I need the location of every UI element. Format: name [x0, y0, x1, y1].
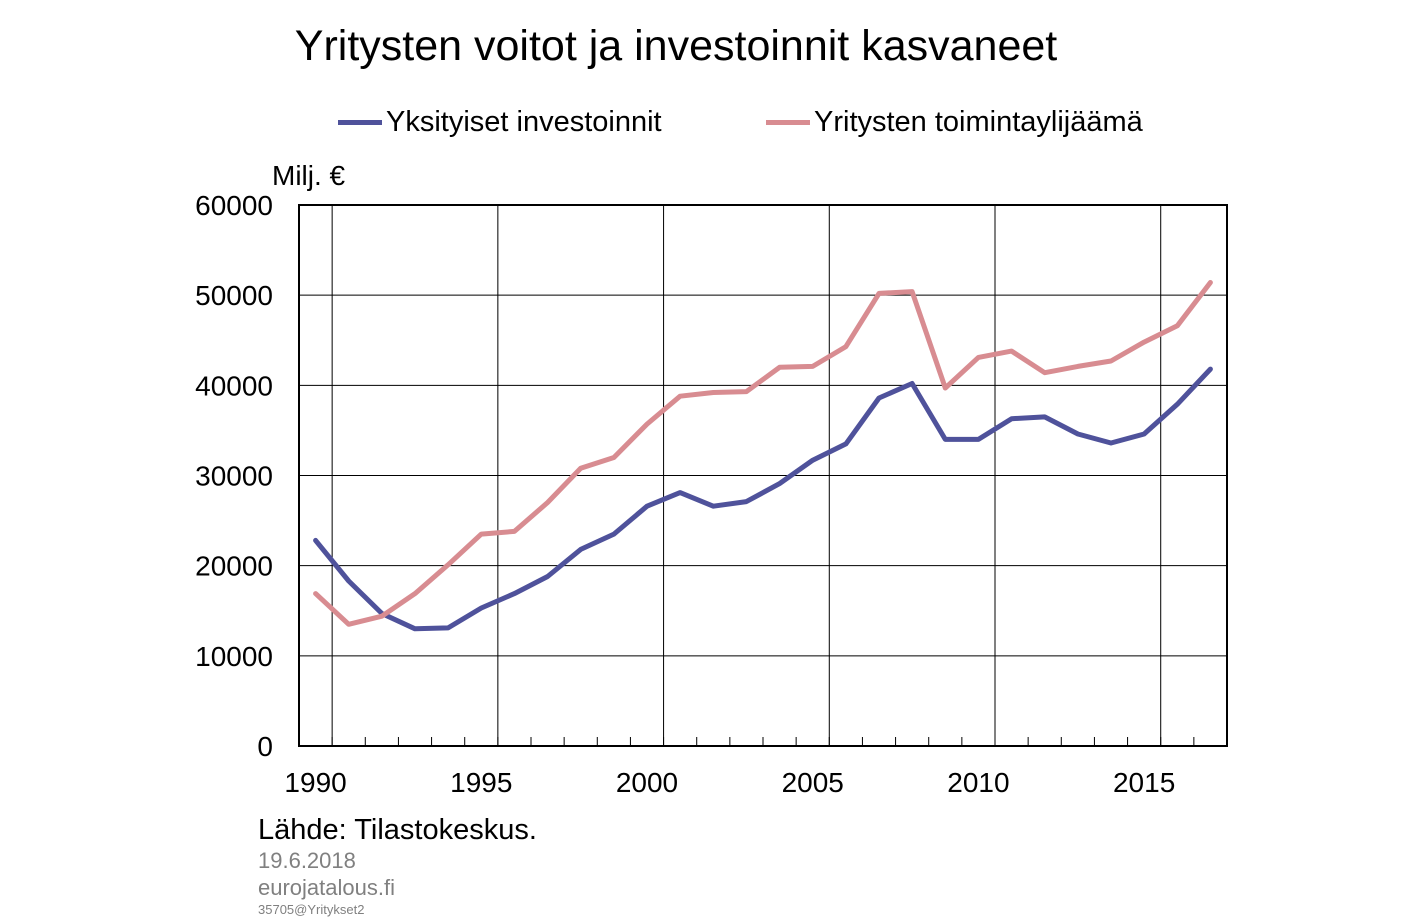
series-line-investments [313, 366, 1213, 632]
source-note: Lähde: Tilastokeskus. [258, 814, 537, 846]
legend-swatch-investments [338, 119, 382, 125]
x-tick-label: 2005 [782, 767, 844, 798]
series-line-operating-surplus [313, 280, 1213, 627]
legend-item-investments: Yksityiset investoinnit [338, 104, 662, 140]
y-axis-unit-label: Milj. € [272, 160, 346, 191]
plot-frame [298, 204, 1228, 747]
legend-swatch-operating-surplus [766, 119, 810, 125]
y-tick-label: 40000 [195, 370, 273, 401]
x-tick-label: 2010 [947, 767, 1009, 798]
y-tick-label: 10000 [195, 641, 273, 672]
legend-label-investments: Yksityiset investoinnit [386, 105, 662, 138]
publish-date: 19.6.2018 [258, 848, 356, 873]
site-name: eurojatalous.fi [258, 875, 395, 900]
chart-code: 35705@Yritykset2 [258, 902, 365, 917]
y-tick-label: 50000 [195, 280, 273, 311]
chart-title: Yritysten voitot ja investoinnit kasvane… [294, 22, 1058, 70]
x-tick-label: 2015 [1113, 767, 1175, 798]
legend-label-operating-surplus: Yritysten toimintaylijäämä [814, 105, 1143, 138]
y-tick-label: 30000 [195, 461, 273, 492]
y-tick-label: 60000 [195, 190, 273, 221]
x-tick-label: 2000 [616, 767, 678, 798]
y-tick-label: 20000 [195, 551, 273, 582]
x-tick-label: 1990 [284, 767, 346, 798]
legend-item-operating-surplus: Yritysten toimintaylijäämä [766, 104, 1143, 140]
y-tick-label: 0 [257, 731, 273, 762]
x-tick-label: 1995 [450, 767, 512, 798]
